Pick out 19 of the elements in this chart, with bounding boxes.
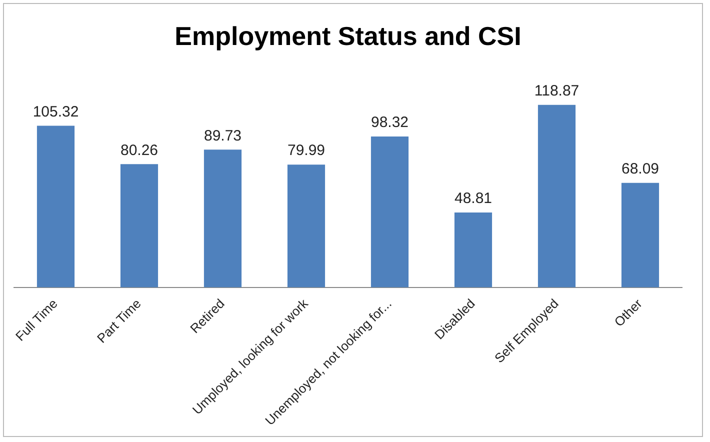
bar <box>204 150 242 288</box>
bar <box>287 164 326 288</box>
x-tick-label: Full Time <box>12 296 60 344</box>
data-label: 68.09 <box>621 160 660 178</box>
bar <box>120 164 158 288</box>
x-tick-label: Part Time <box>94 296 144 346</box>
data-label: 118.87 <box>534 82 580 100</box>
bar <box>370 136 409 288</box>
chart-title: Employment Status and CSI <box>174 20 522 51</box>
data-label: 80.26 <box>120 142 158 159</box>
bar <box>538 104 576 288</box>
data-label: 105.32 <box>32 103 79 120</box>
bar <box>621 182 660 288</box>
data-label: 48.81 <box>454 190 492 208</box>
data-label: 89.73 <box>204 127 242 144</box>
data-label: 98.32 <box>370 114 409 132</box>
data-label: 79.99 <box>287 142 326 160</box>
bar <box>36 126 75 288</box>
bar <box>454 212 492 288</box>
